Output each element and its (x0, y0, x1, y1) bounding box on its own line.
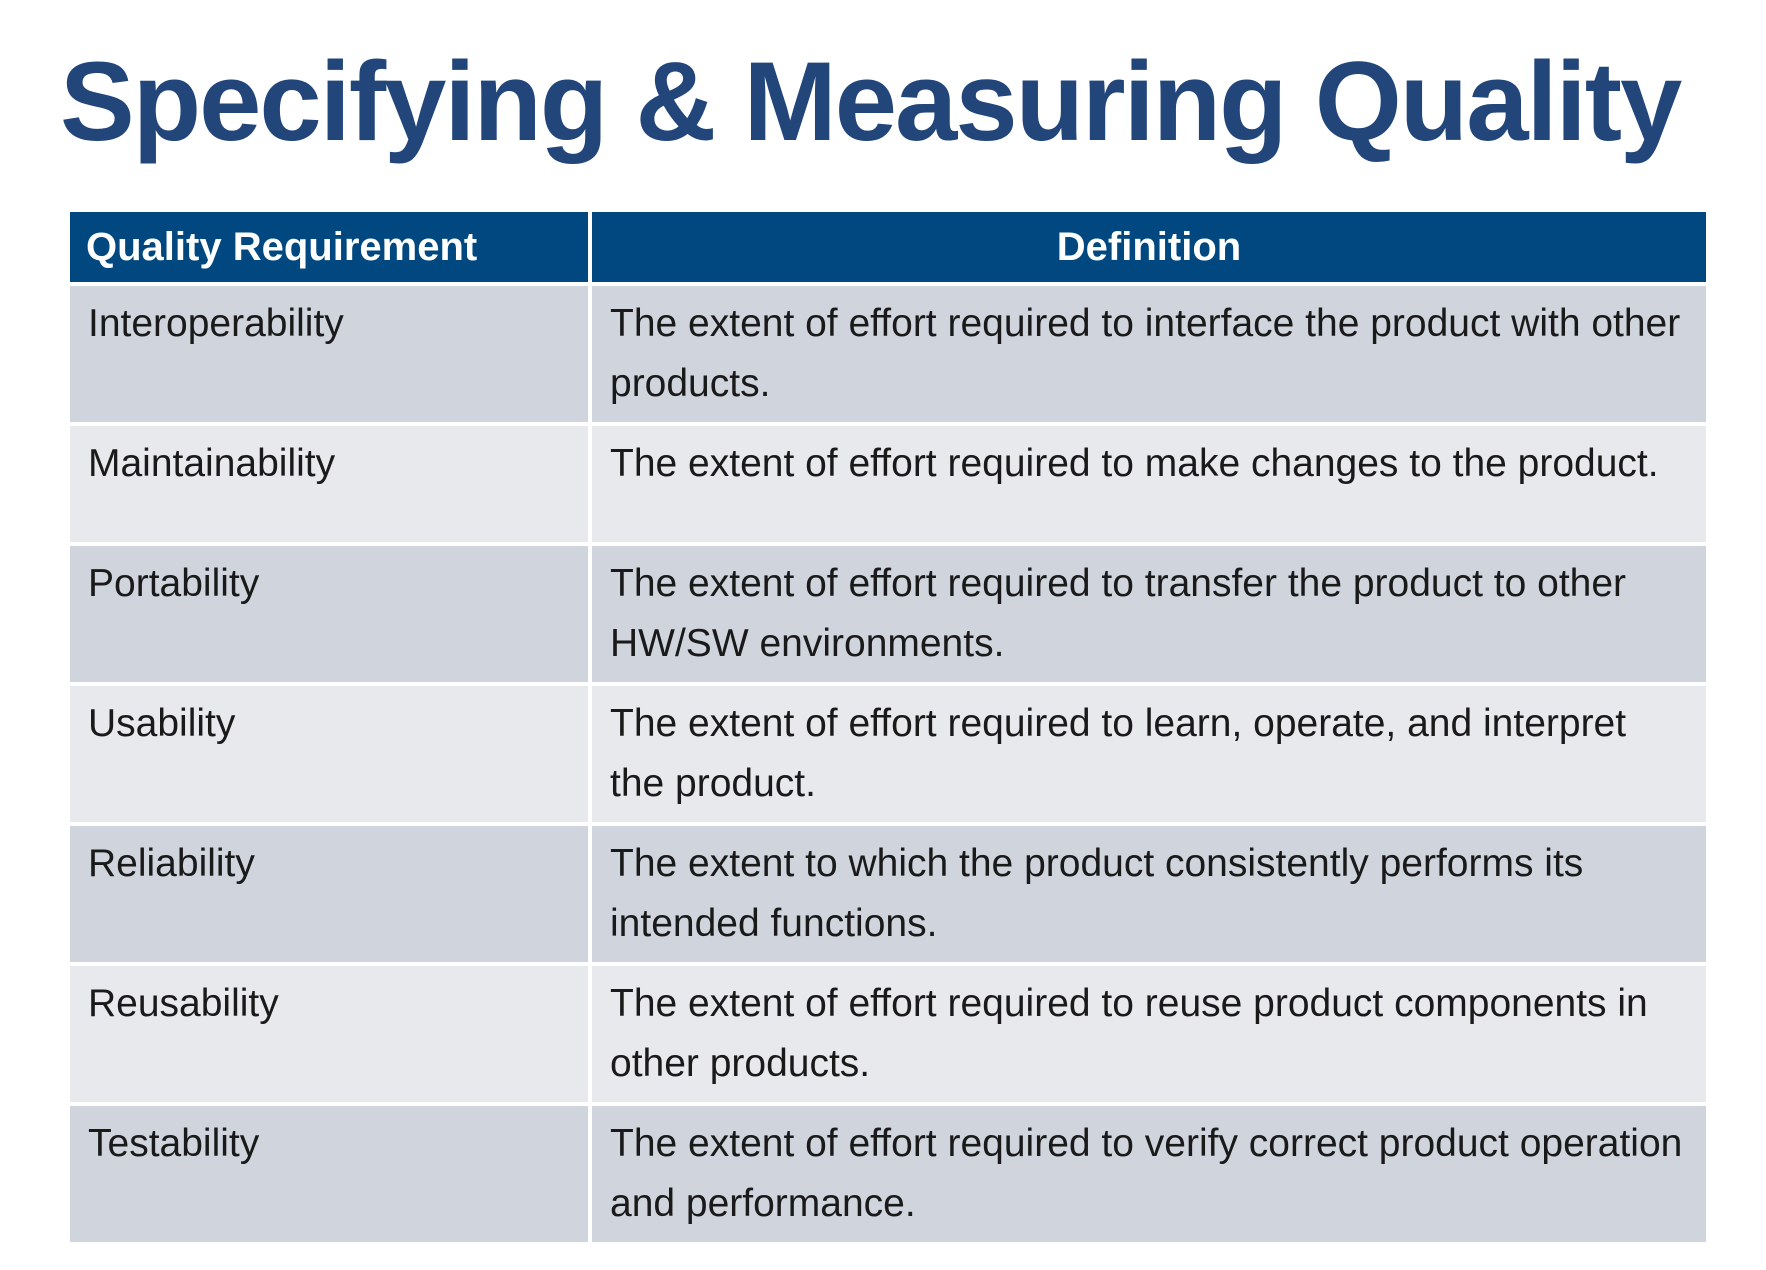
requirement-cell: Reusability (66, 962, 592, 1106)
table-row: Reliability The extent to which the produ… (66, 822, 1710, 966)
definition-cell: The extent of effort required to make ch… (588, 422, 1710, 546)
requirement-cell: Portability (66, 542, 592, 686)
table-header: Quality Requirement Definition (66, 208, 1710, 286)
slide-title: Specifying & Measuring Quality (60, 39, 1682, 164)
requirement-cell: Interoperability (66, 282, 592, 426)
table-row: Usability The extent of effort required t… (66, 682, 1710, 826)
definition-cell: The extent of effort required to transfe… (588, 542, 1710, 686)
table-row: Interoperability The extent of effort req… (66, 282, 1710, 426)
requirement-cell: Testability (66, 1102, 592, 1246)
definition-cell: The extent to which the product consiste… (588, 822, 1710, 966)
header-cell: Quality Requirement (66, 208, 592, 286)
table-row: Testability The extent of effort required… (66, 1102, 1710, 1246)
table-row: Portability The extent of effort required… (66, 542, 1710, 686)
definition-cell: The extent of effort required to interfa… (588, 282, 1710, 426)
header-cell: Definition (588, 208, 1710, 286)
quality-table: Quality Requirement Definition Interoper… (66, 208, 1710, 1246)
requirement-cell: Usability (66, 682, 592, 826)
requirement-cell: Maintainability (66, 422, 592, 546)
definition-cell: The extent of effort required to reuse p… (588, 962, 1710, 1106)
table-row: Maintainability The extent of effort requ… (66, 422, 1710, 546)
definition-cell: The extent of effort required to verify … (588, 1102, 1710, 1246)
requirement-cell: Reliability (66, 822, 592, 966)
definition-cell: The extent of effort required to learn, … (588, 682, 1710, 826)
table-row: Reusability The extent of effort required… (66, 962, 1710, 1106)
table-body: Interoperability The extent of effort req… (66, 282, 1710, 1246)
header-row: Quality Requirement Definition (66, 208, 1710, 286)
